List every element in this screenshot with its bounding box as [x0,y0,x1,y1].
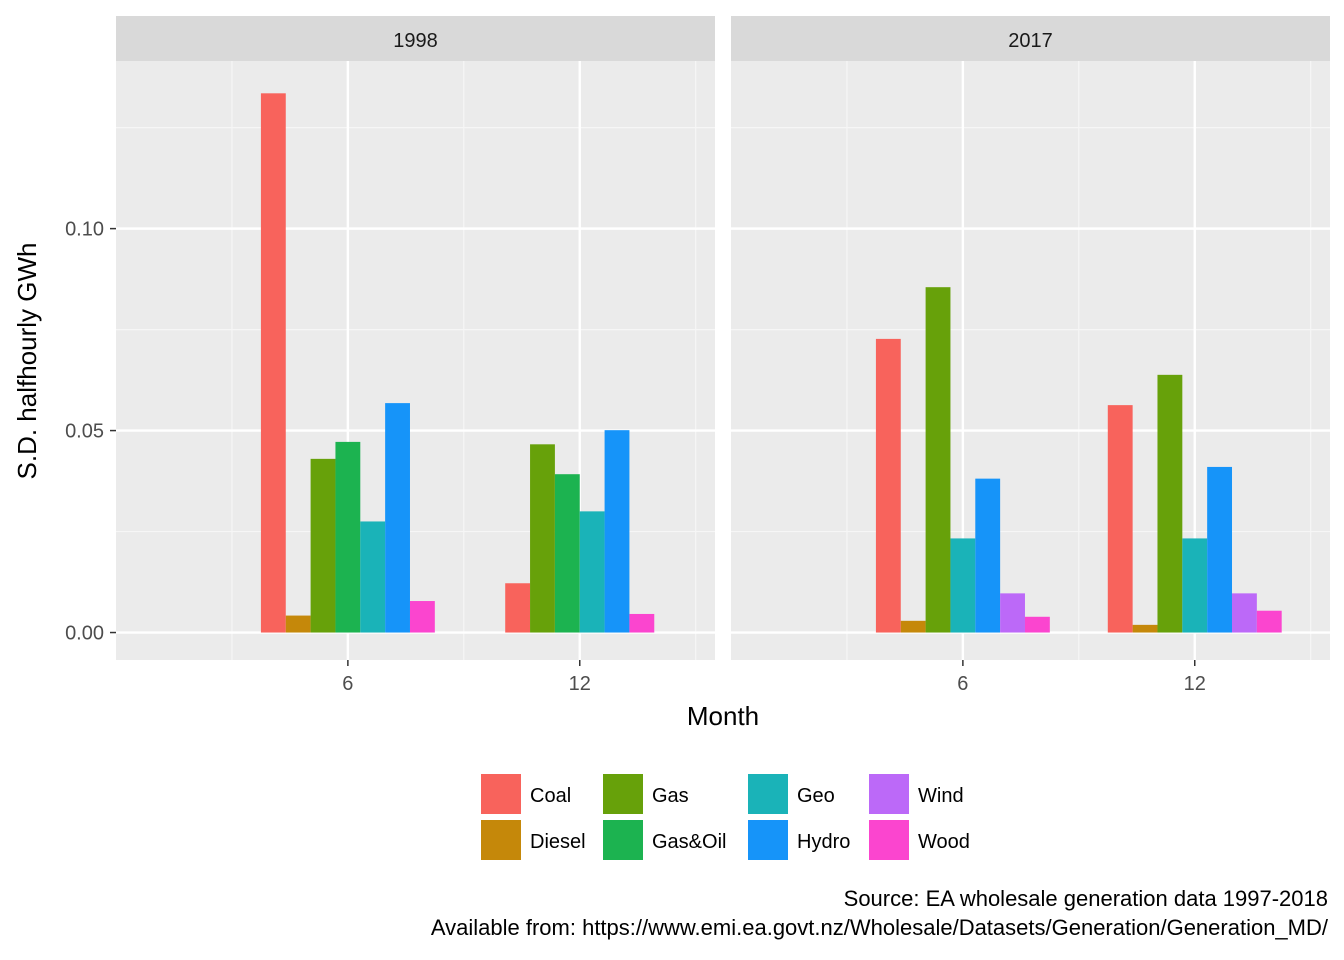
y-tick-label: 0.00 [65,623,104,645]
bar-1998-12-coal [505,583,531,633]
bar-2017-12-coal [1107,405,1133,633]
facet-label-1998: 1998 [393,30,438,52]
bar-1998-6-gasoil [335,441,361,633]
bar-2017-12-wind [1232,593,1257,633]
x-tick-label: 12 [1184,673,1206,695]
bar-2017-6-coal [875,338,901,633]
y-tick-label: 0.05 [65,421,104,443]
bar-1998-12-gasoil [554,474,580,633]
x-axis-title: Month [687,701,759,731]
caption-source: Source: EA wholesale generation data 199… [843,886,1328,911]
bar-2017-12-hydro [1207,466,1233,633]
bar-1998-12-wood [629,613,655,633]
legend-key-wind [869,774,909,814]
bar-2017-12-gas [1157,374,1183,633]
bar-2017-6-wood [1024,616,1050,633]
legend-label-gasoil: Gas&Oil [652,831,726,853]
bar-1998-6-coal [260,93,286,633]
facet-strip-2017 [731,16,1330,61]
legend-label-geo: Geo [797,785,835,807]
facet-label-2017: 2017 [1008,30,1053,52]
bar-2017-12-wood [1256,610,1282,633]
x-tick-label: 6 [957,673,968,695]
bar-1998-12-geo [579,511,605,633]
facet-strip-1998 [116,16,715,61]
legend-key-geo [748,774,788,814]
bar-1998-6-wood [409,601,435,633]
legend-label-diesel: Diesel [530,831,586,853]
bar-2017-6-hydro [975,478,1001,633]
legend-label-hydro: Hydro [797,831,850,853]
bar-2017-12-geo [1182,538,1208,633]
y-axis-title: S.D. halfhourly GWh [12,243,42,480]
bar-1998-12-hydro [604,430,630,633]
legend-key-gasoil [603,820,643,860]
bar-1998-12-gas [530,444,555,633]
x-tick-label: 6 [342,673,353,695]
bar-1998-6-gas [310,458,336,633]
x-tick-label: 12 [569,673,591,695]
bar-1998-6-geo [360,521,386,633]
bar-2017-6-gas [925,287,951,633]
bar-2017-6-diesel [900,620,926,633]
legend-label-wood: Wood [918,831,970,853]
bar-2017-12-diesel [1132,624,1158,633]
legend-key-gas [603,774,643,814]
bar-1998-6-hydro [385,403,410,633]
legend-key-diesel [481,820,521,860]
bar-1998-6-diesel [285,615,311,633]
caption-url: Available from: https://www.emi.ea.govt.… [430,915,1328,940]
legend-key-wood [869,820,909,860]
y-tick-label: 0.10 [65,219,104,241]
legend-key-coal [481,774,521,814]
bar-2017-6-geo [950,538,976,633]
legend-label-wind: Wind [918,785,964,807]
bar-2017-6-wind [1000,593,1025,633]
legend-key-hydro [748,820,788,860]
panel-background-2017 [731,61,1330,660]
legend-label-gas: Gas [652,785,689,807]
legend-label-coal: Coal [530,785,571,807]
